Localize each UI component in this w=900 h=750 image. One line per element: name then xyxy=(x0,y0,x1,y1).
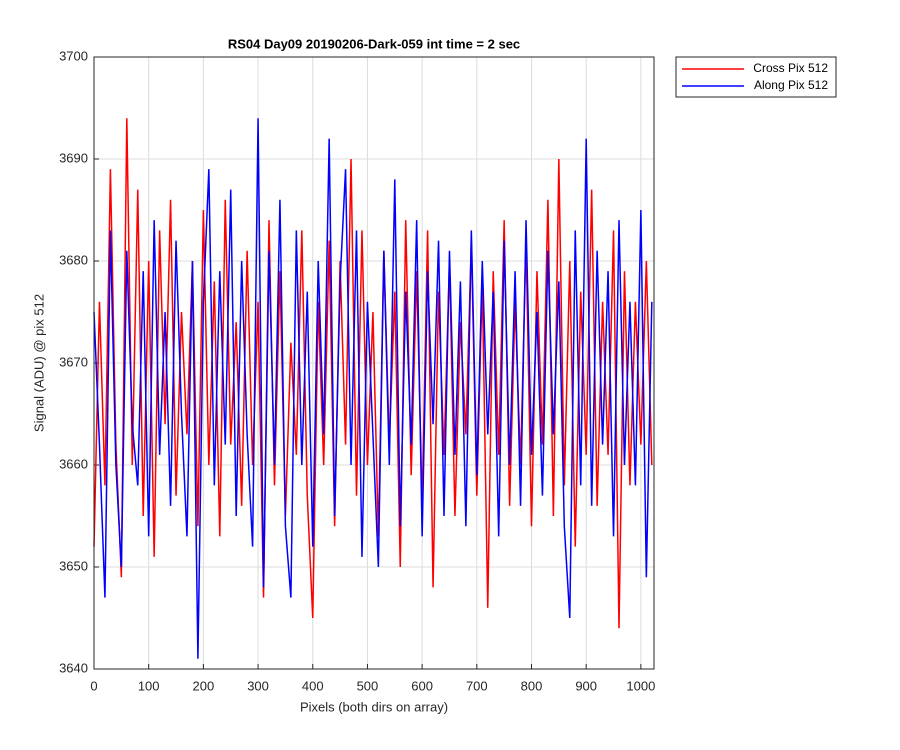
x-tick-label: 100 xyxy=(138,678,160,693)
series-line xyxy=(93,118,653,629)
x-tick-label: 500 xyxy=(357,678,379,693)
legend-label: Cross Pix 512 xyxy=(753,61,828,75)
x-tick-label: 700 xyxy=(466,678,488,693)
y-tick-label: 3650 xyxy=(59,558,88,573)
legend-box xyxy=(675,56,837,98)
x-tick-label: 200 xyxy=(193,678,215,693)
series-line xyxy=(93,118,653,659)
axes-box xyxy=(93,56,655,670)
chart-title: RS04 Day09 20190206-Dark-059 int time = … xyxy=(228,36,520,51)
x-tick-label: 300 xyxy=(247,678,269,693)
y-tick-label: 3690 xyxy=(59,150,88,165)
x-tick-label: 400 xyxy=(302,678,324,693)
legend-label: Along Pix 512 xyxy=(754,78,828,92)
y-tick-label: 3680 xyxy=(59,252,88,267)
y-tick-label: 3640 xyxy=(59,660,88,675)
legend: Cross Pix 512 Along Pix 512 xyxy=(675,56,837,98)
x-tick-label: 900 xyxy=(575,678,597,693)
x-axis-label: Pixels (both dirs on array) xyxy=(300,699,448,714)
y-axis-label: Signal (ADU) @ pix 512 xyxy=(31,294,46,432)
x-tick-label: 1000 xyxy=(626,678,655,693)
y-tick-label: 3700 xyxy=(59,48,88,63)
x-tick-label: 600 xyxy=(411,678,433,693)
y-tick-label: 3660 xyxy=(59,456,88,471)
x-tick-label: 0 xyxy=(90,678,97,693)
x-tick-label: 800 xyxy=(521,678,543,693)
y-tick-label: 3670 xyxy=(59,354,88,369)
